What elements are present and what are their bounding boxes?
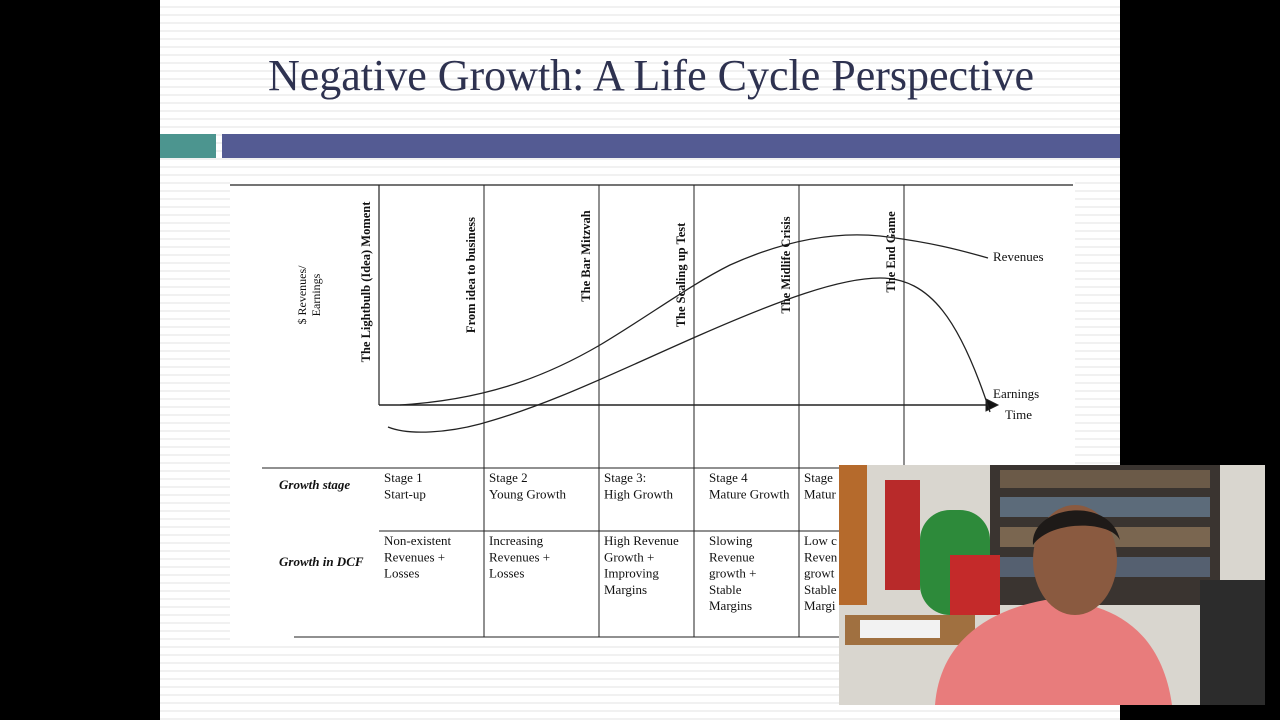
table-cell: Stage bbox=[804, 470, 833, 485]
webcam-overlay bbox=[839, 465, 1265, 705]
table-cell: Young Growth bbox=[489, 486, 567, 501]
table-cell: Stage 3: bbox=[604, 470, 646, 485]
stage-label: The Scaling up Test bbox=[674, 222, 688, 327]
stage-label: The Bar Mitzvah bbox=[579, 210, 593, 301]
table-cell: Start-up bbox=[384, 486, 426, 501]
table-cell: Revenues + bbox=[384, 549, 445, 564]
table-cell: Margins bbox=[604, 582, 647, 597]
curve-label: Revenues bbox=[993, 249, 1044, 264]
table-cell: Stable bbox=[709, 582, 742, 597]
person bbox=[935, 600, 1172, 705]
row-header: Growth stage bbox=[279, 477, 350, 492]
table-cell: Margins bbox=[709, 598, 752, 613]
y-axis-label: Earnings bbox=[309, 273, 323, 316]
stage-label: The Midlife Crisis bbox=[779, 216, 793, 313]
diagram-labels: The Lightbulb (Idea) Moment From idea to … bbox=[279, 201, 1044, 613]
table-cell: growth + bbox=[709, 566, 756, 581]
table-cell: Losses bbox=[384, 566, 419, 581]
table-cell: High Revenue bbox=[604, 533, 679, 548]
table-cell: High Growth bbox=[604, 486, 673, 501]
table-cell: Stable bbox=[804, 582, 837, 597]
table-cell: Mature Growth bbox=[709, 486, 790, 501]
table-cell: Stage 2 bbox=[489, 470, 528, 485]
table-cell: Improving bbox=[604, 566, 659, 581]
slide-title: Negative Growth: A Life Cycle Perspectiv… bbox=[268, 51, 1034, 100]
table-cell: Low c bbox=[804, 533, 837, 548]
y-axis-label: $ Revenues/ bbox=[295, 265, 309, 325]
stage-label: The End Game bbox=[884, 211, 898, 293]
table-cell: Stage 1 bbox=[384, 470, 423, 485]
table-cell: Margi bbox=[804, 598, 836, 613]
title-bar bbox=[222, 134, 1120, 158]
life-cycle-diagram bbox=[230, 184, 1073, 638]
x-axis-label: Time bbox=[1005, 407, 1032, 422]
curve-label: Earnings bbox=[993, 386, 1039, 401]
table-cell: Slowing bbox=[709, 533, 753, 548]
table-cell: Increasing bbox=[489, 533, 544, 548]
table-cell: Non-existent bbox=[384, 533, 452, 548]
stage-label: The Lightbulb (Idea) Moment bbox=[359, 201, 373, 363]
table-cell: Matur bbox=[804, 486, 836, 501]
stage-label: From idea to business bbox=[464, 217, 478, 333]
accent-bar bbox=[160, 134, 216, 158]
table-cell: Reven bbox=[804, 549, 838, 564]
table-cell: Revenue bbox=[709, 549, 755, 564]
earnings-curve bbox=[387, 277, 991, 433]
table-cell: Losses bbox=[489, 566, 524, 581]
revenues-curve bbox=[399, 234, 989, 406]
table-cell: Growth + bbox=[604, 549, 654, 564]
row-header: Growth in DCF bbox=[279, 554, 364, 569]
table-cell: Stage 4 bbox=[709, 470, 748, 485]
table-cell: Revenues + bbox=[489, 549, 550, 564]
table-cell: growt bbox=[804, 566, 835, 581]
